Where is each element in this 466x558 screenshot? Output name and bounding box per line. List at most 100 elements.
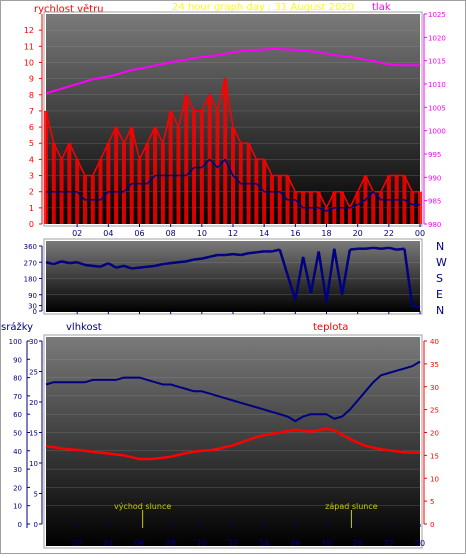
humidity-axis-tick-label: 25 <box>29 369 38 377</box>
wind-direction-segment <box>286 274 297 301</box>
wind-direction-segment <box>225 252 234 257</box>
pressure-axis-title: tlak <box>372 2 391 13</box>
wind-direction-segment <box>294 256 305 301</box>
wind-direction-segment <box>53 260 62 266</box>
wind-direction-segment <box>403 248 414 306</box>
humidity-axis-tick-label: 5 <box>34 491 38 499</box>
humidity-axis-title: vlhkost <box>66 322 102 333</box>
wind-direction-segment <box>271 248 281 253</box>
wind-direction-segment <box>139 265 148 269</box>
pressure-axis-tick-label: 985 <box>428 198 441 206</box>
wind-axis-tick-label: 5 <box>29 139 34 148</box>
wind-direction-segment <box>69 261 78 265</box>
wind-direction-segment <box>340 249 352 295</box>
wind-axis-tick-label: 7 <box>29 107 34 116</box>
wind-direction-segment <box>317 251 328 303</box>
wind-direction-segment <box>380 246 389 250</box>
temperature-axis-tick-label: 25 <box>430 407 439 415</box>
wind-direction-segment <box>178 260 187 264</box>
rain-axis-tick-label: 70 <box>13 393 22 401</box>
humidity-x-tick-label: 06 <box>134 539 144 548</box>
direction-axis-tick-label: 360 <box>24 243 37 251</box>
humidity-x-tick-label: 02 <box>72 539 82 548</box>
humidity-axis-tick-label: 15 <box>29 430 38 438</box>
wind-x-tick-label: 10 <box>197 229 207 238</box>
wind-direction-segment <box>45 261 55 266</box>
wind-direction-segment <box>185 258 195 263</box>
wind-direction-segment <box>209 253 218 259</box>
pressure-axis-tick-label: 1000 <box>428 128 446 136</box>
rain-axis-tick-label: 40 <box>13 448 22 456</box>
rain-axis-tick-label: 20 <box>13 484 22 492</box>
humidity-temperature-plot-area <box>46 337 420 546</box>
wind-direction-segment <box>349 247 358 251</box>
wind-direction-segment <box>365 246 374 250</box>
direction-axis-tick-label: 90 <box>28 292 37 300</box>
wind-direction-segment <box>325 248 336 303</box>
humidity-x-tick-label: 20 <box>353 539 363 548</box>
pressure-axis-tick-label: 1010 <box>428 81 446 89</box>
wind-axis-tick-label: 1 <box>29 204 34 213</box>
humidity-x-tick-label: 18 <box>321 539 331 548</box>
humidity-x-tick-label: 14 <box>259 539 269 548</box>
wind-direction-segment <box>100 262 109 268</box>
humidity-x-tick-label: 00 <box>415 539 425 548</box>
wind-direction-segment <box>162 261 171 266</box>
wind-direction-segment <box>147 264 156 269</box>
compass-label: W <box>436 256 447 269</box>
wind-direction-segment <box>373 246 382 250</box>
wind-axis-tick-label: 9 <box>29 75 34 84</box>
wind-axis-tick-label: 8 <box>29 91 34 100</box>
sun-event-label: západ slunce <box>325 502 378 511</box>
rain-axis-title: srážky <box>1 321 33 333</box>
wind-direction-segment <box>248 251 257 255</box>
rain-axis-tick-label: 60 <box>13 411 22 419</box>
wind-direction-segment <box>333 248 344 295</box>
humidity-line <box>45 360 421 423</box>
humidity-temperature-panel: 0102030405060708090100051015202530051015… <box>9 334 439 549</box>
humidity-x-tick-label: 16 <box>290 539 300 548</box>
wind-x-tick-label: 12 <box>228 229 238 238</box>
temperature-axis-tick-label: 0 <box>430 521 434 529</box>
wind-direction-segment <box>92 264 101 269</box>
pressure-axis-tick-label: 1025 <box>428 11 446 19</box>
wind-x-tick-label: 02 <box>72 229 82 238</box>
wind-direction-segment <box>107 262 117 269</box>
wind-direction-segment <box>309 251 320 294</box>
temperature-axis-tick-label: 35 <box>430 361 439 369</box>
wind-direction-segment <box>256 250 265 254</box>
temperature-axis-tick-label: 40 <box>430 338 439 346</box>
wind-axis-tick-label: 4 <box>29 155 34 164</box>
wind-axis-tick-label: 11 <box>24 42 34 51</box>
direction-axis-tick-label: 30 <box>28 303 37 311</box>
wind-direction-segment <box>411 304 421 309</box>
rain-axis-tick-label: 30 <box>13 466 22 474</box>
wind-direction-segment <box>193 257 202 261</box>
wind-direction-segment <box>84 263 93 268</box>
wind-direction-segment <box>154 262 164 268</box>
wind-direction-plot-area <box>46 241 420 312</box>
temperature-axis-tick-label: 10 <box>430 475 439 483</box>
temperature-axis-title: teplota <box>313 322 348 333</box>
compass-label: N <box>436 240 444 253</box>
wind-x-tick-label: 04 <box>103 229 113 238</box>
wind-axis-tick-label: 10 <box>24 58 34 67</box>
compass-label: E <box>436 288 443 301</box>
wind-direction-segment <box>76 261 86 267</box>
wind-direction-segment <box>240 252 249 257</box>
rain-axis-tick-label: 10 <box>13 503 22 511</box>
humidity-x-tick-label: 08 <box>166 539 176 548</box>
wind-axis-tick-label: 6 <box>29 123 34 132</box>
wind-direction-segment <box>201 255 210 260</box>
wind-direction-segment <box>278 249 289 276</box>
wind-average-line <box>46 158 420 212</box>
rain-axis-tick-label: 50 <box>13 430 22 438</box>
direction-axis-tick-label: 270 <box>24 259 37 267</box>
direction-axis-tick-label: 0 <box>33 308 37 316</box>
wind-axis-tick-label: 3 <box>29 172 34 181</box>
wind-direction-segment <box>170 261 179 265</box>
wind-x-tick-label: 16 <box>290 229 300 238</box>
